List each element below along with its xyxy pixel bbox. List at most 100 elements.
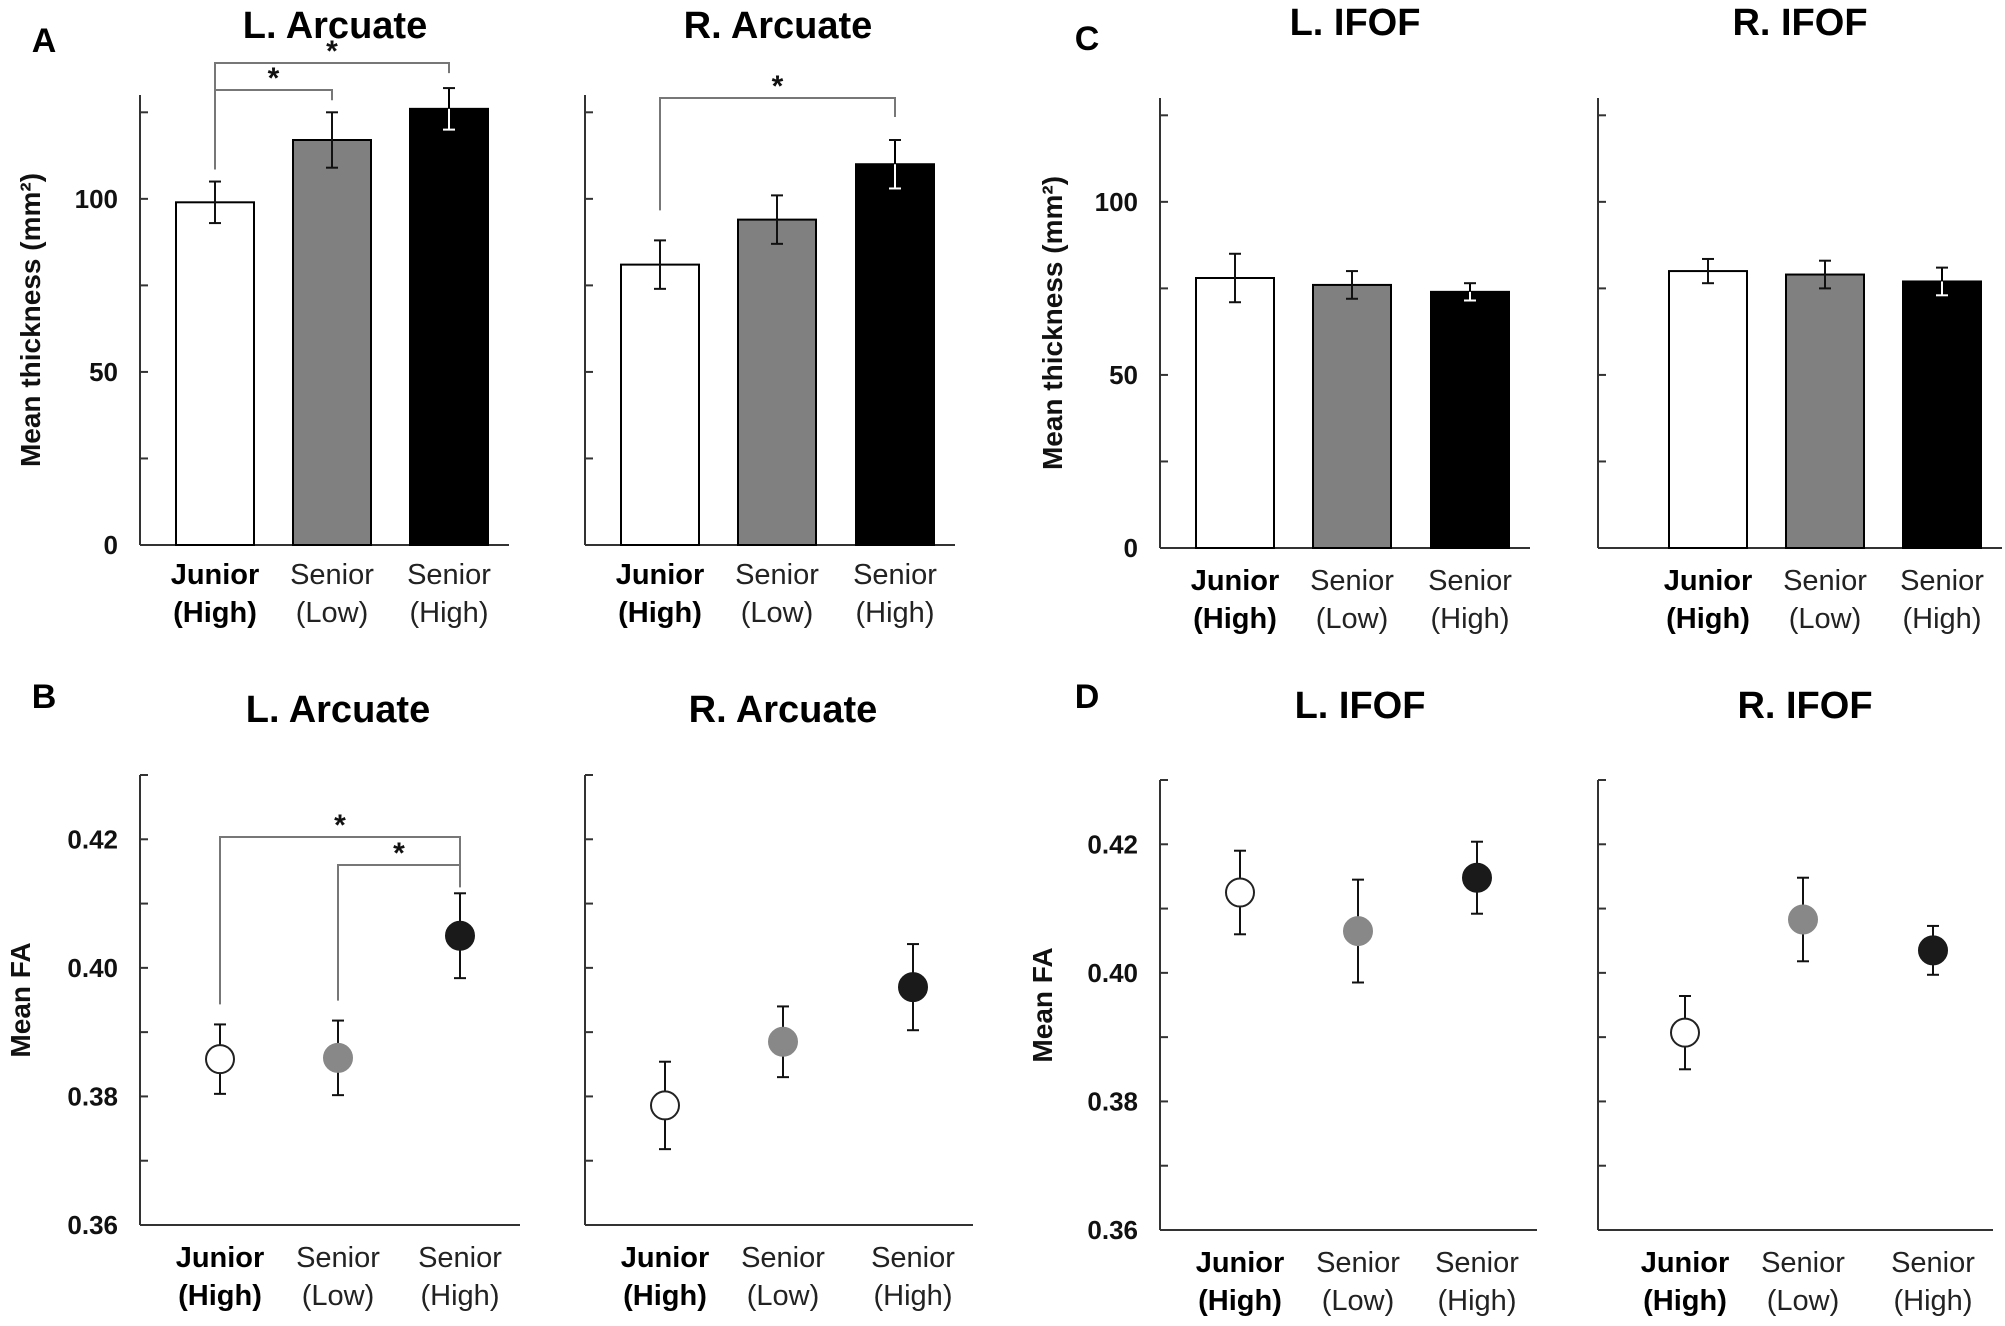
panel-7: L. IFOF D 0.36 0.38 0.40 0.42 Mean FA Junior (Hi… [1027, 678, 1537, 1317]
bar-1 [620, 263, 700, 546]
significance-bracket [214, 62, 450, 168]
category-label: Senior [1891, 1247, 1975, 1279]
category-label: (High) [874, 1280, 953, 1312]
y-axis-label: Mean thickness (mm²) [15, 173, 46, 467]
y-tick-label: 100 [75, 184, 118, 214]
category-label: Senior [735, 559, 819, 591]
bar-1 [1668, 270, 1748, 549]
bar-3 [855, 163, 935, 546]
category-label: Junior [1196, 1247, 1285, 1279]
y-tick-label: 50 [1109, 360, 1138, 390]
y-tick-label: 0 [1124, 533, 1138, 563]
panel-letter: C [1075, 20, 1100, 58]
category-label: (High) [618, 597, 702, 629]
category-label: (High) [1643, 1285, 1727, 1317]
category-label: Junior [176, 1242, 265, 1274]
panel-letter: A [32, 22, 57, 60]
y-tick-label: 100 [1095, 187, 1138, 217]
y-tick-label: 50 [89, 357, 118, 387]
significance-bracket [219, 836, 461, 1005]
category-label: Senior [853, 559, 937, 591]
category-label: Senior [418, 1242, 502, 1274]
bar-2 [737, 218, 817, 546]
category-label: Senior [1900, 565, 1984, 597]
category-label: (High) [1894, 1285, 1973, 1317]
y-tick-label: 0.42 [1087, 829, 1138, 859]
y-tick-label: 0 [104, 530, 118, 560]
category-label: (Low) [1789, 603, 1862, 635]
category-label: Junior [621, 1242, 710, 1274]
data-point-1 [1670, 1017, 1700, 1048]
category-label: (Low) [1767, 1285, 1840, 1317]
data-point-3 [898, 972, 928, 1003]
significance-star: * [268, 62, 280, 95]
panel-6: R. Arcuate Junior (High) Senior (Low) Senior (… [584, 689, 973, 1312]
category-label: Senior [1435, 1247, 1519, 1279]
panel-1: L. Arcuate A 0 50 100 Mean thickness (mm²) Jun… [15, 5, 509, 629]
y-tick-label: 0.40 [1087, 958, 1138, 988]
significance-bracket [659, 97, 896, 211]
category-label: (Low) [1316, 603, 1389, 635]
data-point-1 [1225, 877, 1255, 908]
category-label: Junior [171, 559, 260, 591]
bar-3 [1902, 280, 1982, 549]
panel-title: L. Arcuate [246, 689, 430, 731]
category-label: (High) [421, 1280, 500, 1312]
y-tick-label: 0.42 [67, 824, 118, 854]
data-point-3 [1918, 935, 1948, 966]
data-point-2 [1343, 916, 1373, 947]
category-label: (High) [623, 1280, 707, 1312]
category-label: Senior [407, 559, 491, 591]
category-label: (High) [1431, 603, 1510, 635]
y-axis-label: Mean thickness (mm²) [1037, 176, 1068, 470]
significance-star: * [772, 70, 784, 103]
bar-2 [1312, 283, 1392, 549]
category-label: (Low) [747, 1280, 820, 1312]
panel-title: L. Arcuate [243, 5, 427, 47]
bar-1 [175, 201, 255, 547]
significance-bracket [337, 864, 461, 1001]
data-point-2 [323, 1042, 353, 1073]
panel-5: L. Arcuate B 0.36 0.38 0.40 0.42 Mean FA Junior… [5, 678, 520, 1312]
panel-title: L. IFOF [1290, 2, 1421, 44]
significance-star: * [334, 809, 346, 842]
bar-1 [1195, 277, 1275, 549]
y-axis-label: Mean FA [1027, 947, 1058, 1062]
category-label: (Low) [302, 1280, 375, 1312]
category-label: Senior [741, 1242, 825, 1274]
panel-3: L. IFOF C 0 50 100 Mean thickness (mm²) Junior… [1037, 2, 1530, 635]
panel-4: R. IFOF Junior (High) Senior (Low) Senior (Hig… [1597, 2, 2002, 635]
y-tick-label: 0.38 [67, 1081, 118, 1111]
category-label: Senior [1761, 1247, 1845, 1279]
category-label: Senior [1783, 565, 1867, 597]
y-tick-label: 0.40 [67, 953, 118, 983]
y-tick-label: 0.38 [1087, 1086, 1138, 1116]
data-point-2 [1788, 904, 1818, 935]
bar-2 [292, 139, 372, 546]
data-point-1 [650, 1090, 680, 1121]
panel-title: R. Arcuate [684, 5, 873, 47]
significance-star: * [326, 35, 338, 68]
category-label: Junior [1641, 1247, 1730, 1279]
data-point-2 [768, 1026, 798, 1057]
category-label: Senior [1310, 565, 1394, 597]
category-label: (High) [1666, 603, 1750, 635]
panel-8: R. IFOF Junior (High) Senior (Low) Senior (Hig… [1597, 685, 1993, 1317]
y-tick-label: 0.36 [1087, 1215, 1138, 1245]
category-label: (High) [1193, 603, 1277, 635]
bar-2 [1785, 273, 1865, 549]
panel-2: R. Arcuate Junior (High) Senior (Low) Senior (… [584, 5, 955, 629]
category-label: (High) [856, 597, 935, 629]
bar-3 [1430, 290, 1510, 549]
data-point-3 [1462, 862, 1492, 893]
category-label: (Low) [1322, 1285, 1395, 1317]
category-label: Senior [290, 559, 374, 591]
category-label: (High) [178, 1280, 262, 1312]
category-label: (High) [1198, 1285, 1282, 1317]
data-point-3 [445, 920, 475, 951]
category-label: Senior [1316, 1247, 1400, 1279]
category-label: Junior [1664, 565, 1753, 597]
category-label: (High) [173, 597, 257, 629]
data-point-1 [205, 1044, 235, 1075]
